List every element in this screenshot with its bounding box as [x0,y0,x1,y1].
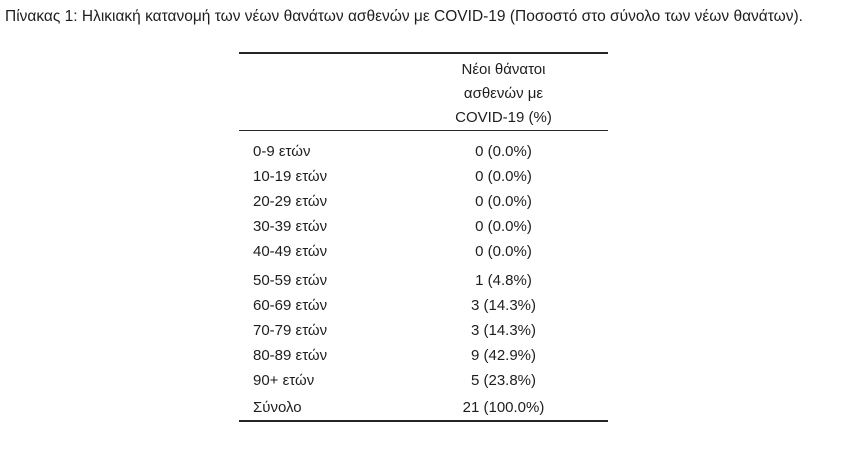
deaths-value: 5 (23.8%) [470,372,537,389]
total-label: Σύνολο [253,399,302,416]
age-group-label: 70-79 ετών [253,322,328,339]
deaths-value: 9 (42.9%) [470,347,537,364]
age-group-label: 0-9 ετών [253,143,311,160]
age-group-block-older: 50-59 ετών 1 (4.8%) 60-69 ετών 3 (14.3%)… [239,268,608,393]
age-group-label: 50-59 ετών [253,272,328,289]
deaths-value: 0 (0.0%) [475,193,532,210]
age-group-block-young: 0-9 ετών 0 (0.0%) 10-19 ετών 0 (0.0%) 20… [239,139,608,264]
table-row: 90+ ετών 5 (23.8%) [239,368,608,393]
table-row: 0-9 ετών 0 (0.0%) [239,139,608,164]
header-empty-cell [239,58,399,130]
deaths-value: 3 (14.3%) [470,297,537,314]
table-row: 10-19 ετών 0 (0.0%) [239,164,608,189]
table-row: 30-39 ετών 0 (0.0%) [239,214,608,239]
total-row: Σύνολο 21 (100.0%) [239,395,608,420]
table-row: 20-29 ετών 0 (0.0%) [239,189,608,214]
table-row: 40-49 ετών 0 (0.0%) [239,239,608,264]
age-group-label: 90+ ετών [253,372,315,389]
age-group-label: 10-19 ετών [253,168,328,185]
total-value: 21 (100.0%) [462,399,545,416]
table-row: 80-89 ετών 9 (42.9%) [239,343,608,368]
deaths-value: 0 (0.0%) [475,143,532,160]
age-group-label: 60-69 ετών [253,297,328,314]
header-value-cell: Νέοι θάνατοι ασθενών με COVID-19 (%) [399,58,608,130]
table-caption: Πίνακας 1: Ηλικιακή κατανομή των νέων θα… [5,8,803,25]
deaths-value: 1 (4.8%) [475,272,532,289]
deaths-value: 0 (0.0%) [475,168,532,185]
deaths-value: 0 (0.0%) [475,243,532,260]
table-row: 70-79 ετών 3 (14.3%) [239,318,608,343]
age-group-label: 80-89 ετών [253,347,328,364]
table-row: 60-69 ετών 3 (14.3%) [239,293,608,318]
age-distribution-table: Νέοι θάνατοι ασθενών με COVID-19 (%) 0-9… [239,52,608,422]
age-group-label: 20-29 ετών [253,193,328,210]
header-line-2: ασθενών με [463,85,544,102]
table-row: 50-59 ετών 1 (4.8%) [239,268,608,293]
age-group-label: 30-39 ετών [253,218,328,235]
table-body: 0-9 ετών 0 (0.0%) 10-19 ετών 0 (0.0%) 20… [239,131,608,420]
deaths-value: 3 (14.3%) [470,322,537,339]
deaths-value: 0 (0.0%) [475,218,532,235]
header-line-3: COVID-19 (%) [455,109,552,126]
header-line-1: Νέοι θάνατοι [461,61,546,78]
table-header-row: Νέοι θάνατοι ασθενών με COVID-19 (%) [239,54,608,131]
age-group-label: 40-49 ετών [253,243,328,260]
